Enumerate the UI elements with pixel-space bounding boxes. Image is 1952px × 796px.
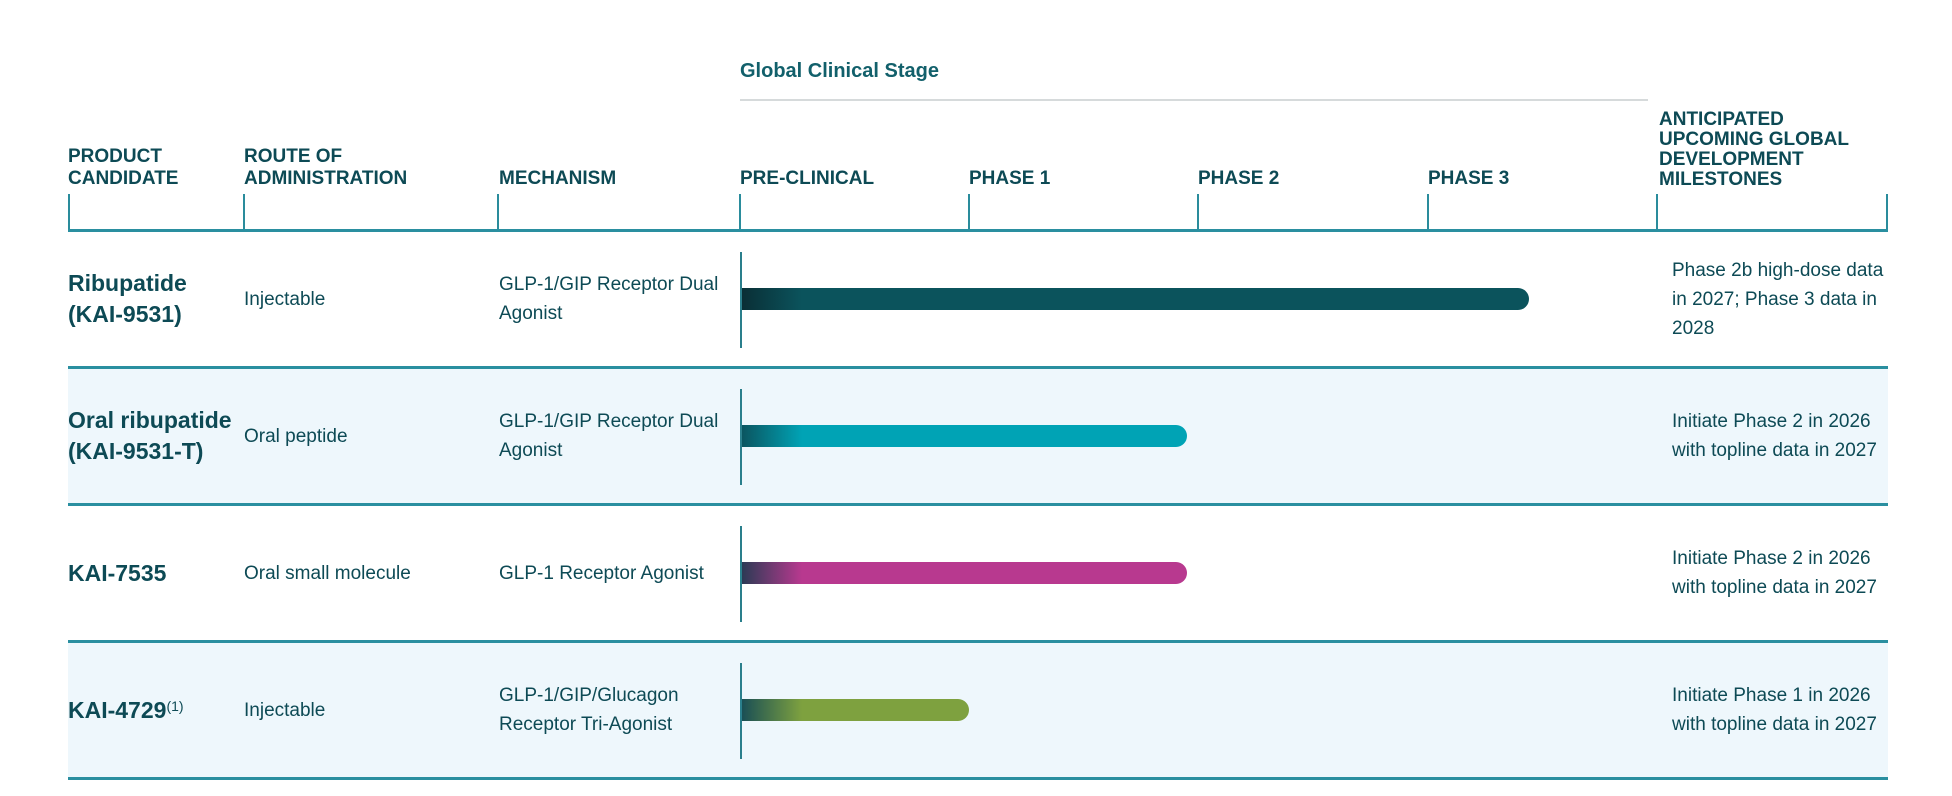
header-phase-3: PHASE 3 [1428, 90, 1648, 190]
product-name: KAI-7535 [68, 506, 238, 640]
route-text: Injectable [244, 699, 326, 721]
product-name-text: KAI-7535 [68, 559, 167, 586]
header-tick [739, 194, 741, 230]
stage-header-divider [740, 99, 1648, 101]
product-name: KAI-4729(1) [68, 643, 238, 777]
header-label: MECHANISM [499, 168, 617, 189]
mechanism: GLP-1 Receptor Agonist [499, 506, 729, 640]
footnote-marker: (1) [166, 697, 184, 714]
route-text: Injectable [244, 288, 326, 310]
route-text: Oral small molecule [244, 562, 411, 584]
pipeline-row [68, 643, 1888, 777]
route-of-administration: Injectable [244, 643, 489, 777]
header-tick [1197, 194, 1199, 230]
header-label: PHASE 2 [1198, 168, 1280, 189]
header-tick [497, 194, 499, 230]
mechanism-text: GLP-1/GIP Receptor Dual Agonist [499, 411, 719, 461]
mechanism: GLP-1/GIP Receptor Dual Agonist [499, 232, 729, 366]
milestone-text: Initiate Phase 2 in 2026 with topline da… [1672, 548, 1877, 598]
stage-start-line [740, 252, 742, 348]
header-tick [1656, 194, 1658, 230]
milestone: Initiate Phase 2 in 2026 with topline da… [1672, 369, 1887, 503]
header-phase-1: PHASE 1 [969, 90, 1189, 190]
row-rule [68, 640, 1888, 643]
header-rule [68, 229, 1888, 232]
header-mechanism: MECHANISM [499, 90, 719, 190]
header-tick [1886, 194, 1888, 230]
product-name-text: KAI-4729 [68, 696, 167, 723]
mechanism: GLP-1/GIP Receptor Dual Agonist [499, 369, 729, 503]
progress-bar [742, 288, 1529, 310]
header-label: ANTICIPATED UPCOMING GLOBAL DEVELOPMENT … [1659, 109, 1849, 190]
route-of-administration: Oral small molecule [244, 506, 489, 640]
header-tick [68, 194, 70, 230]
milestone: Phase 2b high-dose data in 2027; Phase 3… [1672, 232, 1887, 366]
product-name: Oral ribupatide (KAI-9531-T) [68, 369, 238, 503]
milestone: Initiate Phase 1 in 2026 with topline da… [1672, 643, 1887, 777]
header-label: PHASE 1 [969, 168, 1051, 189]
milestone: Initiate Phase 2 in 2026 with topline da… [1672, 506, 1887, 640]
header-label: PRE-CLINICAL [740, 168, 875, 189]
header-label: PRODUCT CANDIDATE [68, 146, 179, 189]
milestone-text: Initiate Phase 2 in 2026 with topline da… [1672, 411, 1877, 461]
header-preclinical: PRE-CLINICAL [740, 90, 960, 190]
header-phase-2: PHASE 2 [1198, 90, 1418, 190]
row-rule [68, 777, 1888, 780]
header-label: PHASE 3 [1428, 168, 1510, 189]
header-tick [1427, 194, 1429, 230]
product-name-text: Ribupatide (KAI-9531) [68, 270, 187, 327]
mechanism-text: GLP-1 Receptor Agonist [499, 562, 704, 584]
stage-start-line [740, 526, 742, 622]
header-milestones: ANTICIPATED UPCOMING GLOBAL DEVELOPMENT … [1659, 84, 1869, 190]
progress-bar [742, 699, 970, 721]
progress-bar [742, 425, 1188, 447]
route-of-administration: Oral peptide [244, 369, 489, 503]
mechanism-text: GLP-1/GIP/Glucagon Receptor Tri-Agonist [499, 685, 679, 735]
product-name-text: Oral ribupatide (KAI-9531-T) [68, 407, 232, 464]
mechanism: GLP-1/GIP/Glucagon Receptor Tri-Agonist [499, 643, 729, 777]
milestone-text: Phase 2b high-dose data in 2027; Phase 3… [1672, 259, 1884, 339]
header-product-candidate: PRODUCT CANDIDATE [68, 90, 228, 190]
header-tick [243, 194, 245, 230]
row-rule [68, 366, 1888, 369]
header-tick [968, 194, 970, 230]
progress-bar [742, 562, 1188, 584]
row-rule [68, 503, 1888, 506]
header-route: ROUTE OF ADMINISTRATION [244, 90, 464, 190]
route-of-administration: Injectable [244, 232, 489, 366]
stage-start-line [740, 389, 742, 485]
milestone-text: Initiate Phase 1 in 2026 with topline da… [1672, 685, 1877, 735]
global-clinical-stage-title: Global Clinical Stage [740, 60, 939, 82]
stage-start-line [740, 663, 742, 759]
route-text: Oral peptide [244, 425, 348, 447]
mechanism-text: GLP-1/GIP Receptor Dual Agonist [499, 274, 719, 324]
product-name: Ribupatide (KAI-9531) [68, 232, 238, 366]
header-label: ROUTE OF ADMINISTRATION [244, 146, 408, 189]
